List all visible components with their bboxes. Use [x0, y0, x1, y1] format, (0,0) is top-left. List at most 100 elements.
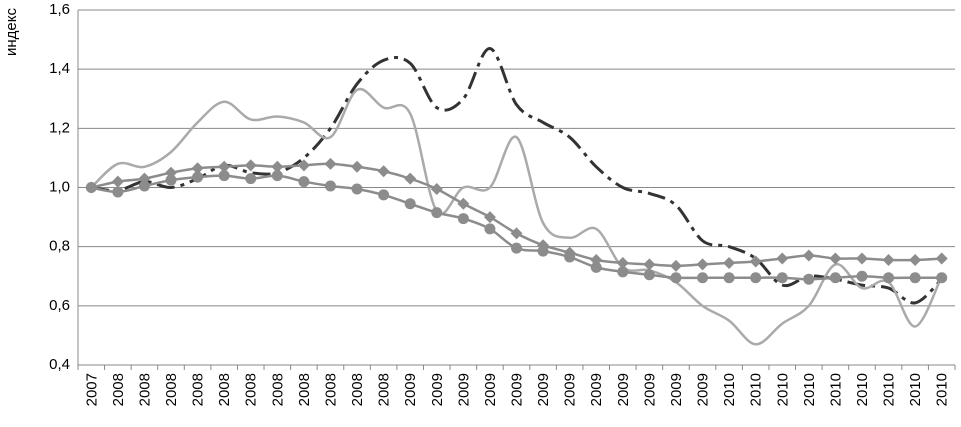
circle-marker [85, 182, 97, 193]
diamond-marker [271, 160, 284, 173]
x-tick-label: 2009 [455, 373, 472, 406]
x-tick-label: 2008 [110, 373, 127, 406]
circle-marker [856, 270, 868, 282]
diamond-marker [483, 211, 496, 224]
x-tick-label: 2008 [269, 373, 286, 406]
circle-marker [112, 186, 124, 198]
x-tick-label: 2008 [296, 373, 313, 406]
circle-marker [803, 273, 815, 285]
circle-marker [564, 251, 576, 263]
diamond-marker [430, 182, 443, 195]
x-tick-label: 2010 [934, 373, 951, 406]
y-tick-label: 0,6 [49, 297, 70, 314]
circle-marker [298, 176, 310, 188]
circle-marker [590, 261, 602, 273]
circle-marker [245, 173, 257, 185]
x-tick-label: 2009 [588, 373, 605, 406]
x-tick-label: 2008 [216, 373, 233, 406]
y-axis-label: индекс [3, 8, 20, 56]
y-tick-label: 1,2 [49, 119, 70, 136]
diamond-marker [616, 256, 629, 269]
diamond-marker [244, 159, 257, 172]
circle-marker [909, 272, 921, 284]
x-tick-label: 2008 [163, 373, 180, 406]
diamond-marker [909, 253, 922, 266]
diamond-marker [111, 175, 124, 188]
circle-marker [192, 171, 204, 183]
circle-marker [829, 272, 841, 284]
y-tick-label: 0,4 [49, 356, 70, 373]
circle-marker [457, 213, 469, 225]
circle-marker [484, 223, 496, 235]
diamond-marker [882, 253, 895, 266]
x-tick-label: 2009 [429, 373, 446, 406]
x-tick-label: 2008 [376, 373, 393, 406]
circle-marker [936, 272, 948, 284]
x-tick-label: 2009 [535, 373, 552, 406]
x-tick-label: 2009 [615, 373, 632, 406]
circle-marker [404, 198, 416, 210]
diamond-marker [510, 227, 523, 240]
x-tick-label: 2009 [695, 373, 712, 406]
diamond-marker [776, 252, 789, 265]
circle-marker [138, 180, 150, 192]
diamond-marker [723, 256, 736, 269]
diamond-marker [324, 157, 337, 170]
diamond-marker [749, 255, 762, 268]
x-tick-label: 2009 [641, 373, 658, 406]
x-tick-label: 2008 [190, 373, 207, 406]
y-tick-label: 0,8 [49, 238, 70, 255]
x-tick-label: 2009 [509, 373, 526, 406]
circle-marker [378, 189, 390, 201]
circle-marker [511, 242, 522, 254]
x-tick-label: 2010 [881, 373, 898, 406]
y-tick-label: 1,6 [49, 1, 70, 18]
x-tick-label: 2009 [482, 373, 499, 406]
diamond-marker [297, 159, 310, 172]
x-tick-label: 2010 [827, 373, 844, 406]
diamond-marker [404, 172, 417, 185]
diamond-marker [351, 160, 364, 173]
x-tick-label: 2009 [562, 373, 579, 406]
diamond-marker [829, 252, 842, 265]
diamond-marker [643, 258, 656, 271]
circle-marker [723, 272, 735, 284]
x-tick-label: 2008 [136, 373, 153, 406]
y-tick-label: 1,4 [49, 60, 70, 77]
circle-marker [697, 272, 709, 284]
diamond-marker [191, 162, 204, 175]
x-tick-label: 2007 [83, 373, 100, 406]
series-line [90, 87, 943, 346]
diamond-marker [457, 197, 470, 210]
circle-marker [324, 180, 336, 192]
diamond-marker [855, 252, 868, 265]
diamond-marker [935, 252, 948, 265]
x-tick-label: 2009 [402, 373, 419, 406]
circle-marker [351, 183, 363, 195]
circle-marker [271, 170, 283, 182]
diamond-marker [377, 165, 390, 178]
x-tick-label: 2008 [349, 373, 366, 406]
x-tick-label: 2010 [801, 373, 818, 406]
circle-marker [218, 170, 230, 182]
circle-marker [165, 174, 177, 186]
circle-marker [617, 266, 629, 278]
x-tick-label: 2010 [907, 373, 924, 406]
diamond-marker [669, 259, 682, 272]
x-tick-label: 2010 [748, 373, 765, 406]
circle-marker [883, 272, 895, 284]
diamond-marker [218, 160, 231, 173]
y-tick-label: 1,0 [49, 178, 70, 195]
circle-marker [750, 272, 762, 284]
circle-marker [431, 207, 443, 219]
diamond-marker [802, 249, 815, 262]
x-tick-label: 2008 [322, 373, 339, 406]
circle-marker [670, 272, 682, 284]
x-tick-label: 2010 [721, 373, 738, 406]
circle-marker [537, 245, 549, 257]
circle-marker [776, 272, 788, 284]
x-tick-label: 2010 [774, 373, 791, 406]
diamond-marker [696, 258, 709, 271]
circle-marker [643, 269, 655, 281]
